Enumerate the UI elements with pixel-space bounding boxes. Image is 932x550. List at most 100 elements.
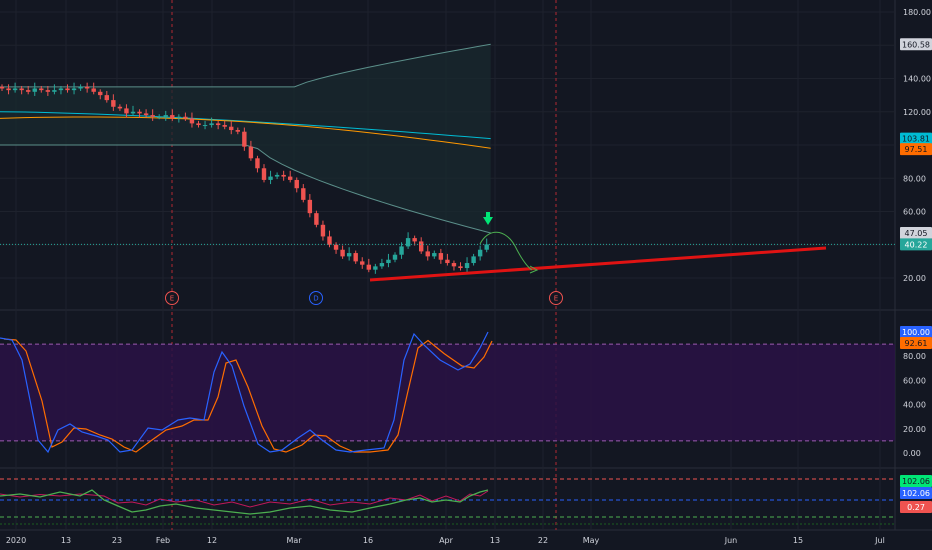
candle [274,174,280,177]
candle [137,111,142,114]
candle [209,123,214,126]
trendline[interactable] [369,246,827,282]
candle [386,259,391,264]
time-axis[interactable]: 2020 13 23 Feb 12 Mar 16 Apr 13 22 May Jun 15 Jul [6,536,885,545]
projection-arrowhead [529,265,539,274]
candle [39,88,44,91]
candle [281,174,286,177]
price-axis-label: 20.00 [903,274,926,283]
candle [353,253,358,262]
stochastic-axis-label: 40.00 [903,401,926,410]
price-axis-label: 140.00 [903,75,931,84]
candle [405,238,411,247]
oscillator-line [0,489,489,515]
candle [379,263,385,267]
time-axis-label: Apr [439,536,454,545]
candle [248,146,254,159]
price-label-text: 103.81 [902,135,930,144]
down-arrow-icon-stem [486,212,490,218]
oscillator-label-text: 0.27 [907,503,925,512]
candle [163,115,168,117]
price-label-badge [900,238,932,251]
stochastic-label-text: 100.00 [902,328,930,337]
candle [52,90,57,92]
oscillator-signal-line [0,490,489,508]
time-axis-label: 16 [363,536,373,545]
candle [229,126,234,131]
candle [65,88,70,91]
candle [235,130,240,132]
candle [261,168,267,180]
stochastic-axis-label: 80.00 [903,352,926,361]
price-axis-label: 180.00 [903,8,931,17]
stochastic-label-text: 92.61 [905,339,928,348]
candle [202,125,208,127]
candle [150,115,155,117]
event-label: E [554,295,558,303]
candle [419,241,424,252]
projection-curve[interactable] [479,231,533,271]
oscillator-label-badge [900,475,932,487]
candle [288,176,293,180]
time-axis-label: 15 [793,536,803,545]
candle [360,261,365,265]
candle [333,244,339,250]
candle [32,88,37,92]
stochastic-axis-label: 60.00 [903,376,926,385]
candle [98,91,103,96]
price-label-text: 160.58 [902,40,930,49]
time-axis-label: Jun [724,536,738,545]
candle [445,259,450,264]
candle [399,246,404,255]
candle [157,116,162,118]
oscillator-panel[interactable] [0,478,895,525]
time-axis-label: 22 [538,536,548,545]
price-axis[interactable]: 180.00 140.00 120.00 80.00 60.00 20.00 160.58 1… [900,8,932,513]
candle [130,111,136,114]
event-label: D [313,295,318,303]
candle [26,90,31,92]
candle [314,213,319,225]
candle [0,86,5,89]
stochastic-band [0,344,895,441]
price-label-badge [900,227,932,240]
price-axis-label: 60.00 [903,208,926,217]
candle [255,158,260,169]
candle [451,263,457,267]
candle [189,118,195,124]
candle [327,236,332,245]
candle [458,266,463,269]
stochastic-label-badge [900,336,932,349]
candle [471,256,476,264]
candle [183,116,188,119]
price-label-text: 47.05 [905,229,928,238]
time-axis-label: 13 [61,536,71,545]
dividend-event-icon[interactable] [309,291,323,305]
bollinger-middle-line [0,111,491,140]
candle [196,123,201,126]
time-axis-label: 13 [490,536,500,545]
candle [373,266,378,270]
price-label-badge [900,38,932,51]
oscillator-label-badge [900,501,932,513]
price-axis-label: 120.00 [903,108,931,117]
earnings-event-icon[interactable] [549,291,563,305]
price-label-text: 40.22 [905,240,928,249]
candle [242,131,247,147]
earnings-event-icon[interactable] [165,291,179,305]
candle [78,86,83,89]
time-axis-label: 2020 [6,536,26,545]
moving-average-line [0,116,491,149]
stochastic-panel[interactable] [0,331,895,454]
candle [215,123,221,126]
candle [104,95,109,101]
candle [45,90,51,92]
candle [484,244,489,250]
price-label-text: 97.51 [905,145,928,154]
stochastic-d-line [3,338,493,453]
candle [6,88,11,91]
candle [268,176,273,180]
time-axis-label: 12 [207,536,217,545]
